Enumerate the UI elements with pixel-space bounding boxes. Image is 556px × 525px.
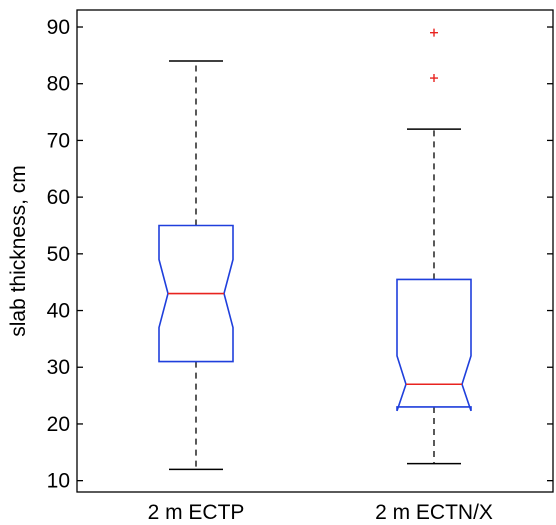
y-tick-label: 90: [47, 16, 70, 39]
outlier-point: [430, 28, 438, 37]
y-axis-label: slab thickness, cm: [7, 165, 30, 337]
notched-box: [396, 278, 472, 412]
axes: 10 20 30 40 50 60 70 80 90 2 m ECTP 2 m ECTN/X: [47, 9, 554, 524]
y-tick-label: 80: [47, 73, 70, 96]
y-tick-label: 50: [47, 243, 70, 266]
x-tick-label: 2 m ECTP: [148, 501, 245, 524]
y-tick-label: 60: [47, 186, 70, 209]
y-tick-label: 70: [47, 129, 70, 152]
box-group: [158, 60, 234, 471]
box-group: [396, 28, 472, 465]
y-tick-label: 40: [47, 300, 70, 323]
x-tick-label: 2 m ECTN/X: [375, 501, 493, 524]
notched-box: [158, 224, 234, 363]
y-tick-label: 10: [47, 470, 70, 493]
boxes: [158, 28, 472, 471]
y-tick-label: 20: [47, 413, 70, 436]
outlier-point: [430, 74, 438, 83]
plot-frame: [76, 9, 554, 493]
y-tick-label: 30: [47, 356, 70, 379]
